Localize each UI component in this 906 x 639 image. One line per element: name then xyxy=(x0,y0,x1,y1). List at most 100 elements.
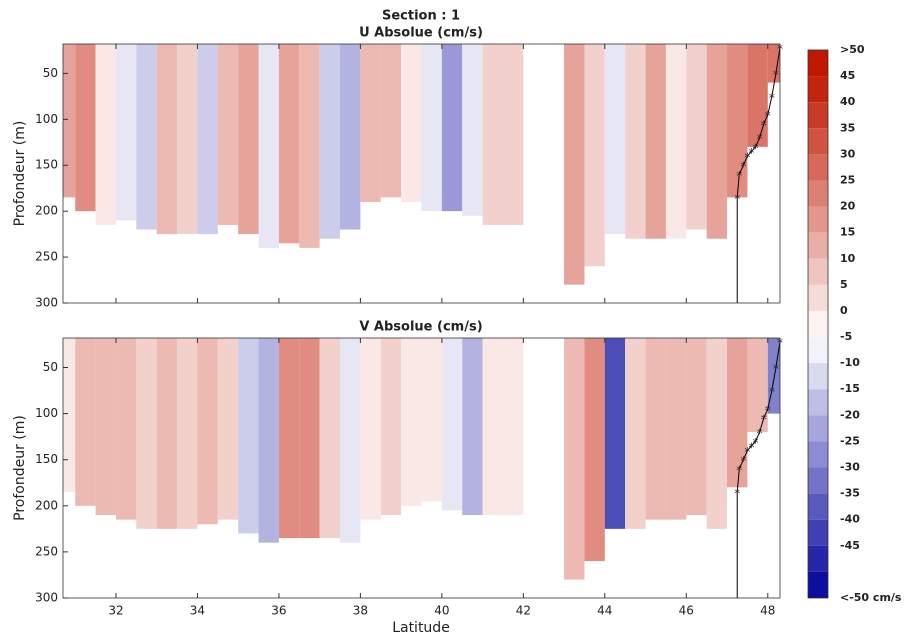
plot-frame xyxy=(62,43,781,304)
heatmap-cell xyxy=(238,44,259,235)
heatmap-cell xyxy=(340,44,361,230)
heatmap-cell xyxy=(584,44,605,267)
colorbar-label: <-50 cm/s xyxy=(840,591,902,604)
heatmap-cell xyxy=(217,44,239,225)
heatmap-cell xyxy=(584,338,605,562)
colorbar-frame xyxy=(807,49,829,599)
x-tick-label: 38 xyxy=(353,604,368,618)
heatmap-cell xyxy=(564,44,585,285)
heatmap-cell xyxy=(115,44,137,221)
heatmap-cell xyxy=(441,338,463,511)
station-marker: * xyxy=(753,141,759,155)
x-tick-label: 44 xyxy=(597,604,612,618)
heatmap-cell xyxy=(299,338,320,539)
x-tick-label: 40 xyxy=(434,604,449,618)
heatmap-cell xyxy=(625,338,646,529)
heatmap-cell xyxy=(156,44,178,235)
bottom-line xyxy=(736,47,781,303)
colorbar-band xyxy=(808,545,828,572)
heatmap-cell xyxy=(177,338,198,529)
colorbar-label: 10 xyxy=(840,252,856,265)
station-marker: * xyxy=(748,146,754,160)
colorbar-label: 45 xyxy=(840,69,855,82)
colorbar-band xyxy=(808,519,828,546)
y-tick-label: 50 xyxy=(43,66,58,80)
colorbar-label: -10 xyxy=(840,356,860,369)
heatmap-cell xyxy=(380,44,402,198)
heatmap-cell xyxy=(462,338,483,516)
y-tick-label: 300 xyxy=(35,591,58,605)
heatmap-cell xyxy=(380,338,402,516)
heatmap-cell xyxy=(278,338,300,539)
heatmap-cell xyxy=(462,44,483,216)
heatmap-cell xyxy=(482,338,503,516)
colorbar-label: -40 xyxy=(840,513,860,526)
colorbar-label: >50 xyxy=(840,43,865,56)
heatmap-cell xyxy=(645,44,666,239)
colorbar-band xyxy=(808,363,828,390)
colorbar-band xyxy=(808,154,828,181)
heatmap-cell xyxy=(747,44,768,147)
heatmap-cell xyxy=(197,44,218,235)
colorbar-band xyxy=(808,128,828,155)
heatmap-cell xyxy=(502,44,524,225)
y-tick-label: 200 xyxy=(35,204,58,218)
chart-title: Section : 1 xyxy=(382,9,460,24)
heatmap-cell xyxy=(360,44,381,202)
station-marker: * xyxy=(769,91,775,105)
heatmap-cell xyxy=(340,338,361,543)
heatmap-cell xyxy=(299,44,320,248)
colorbar-band xyxy=(808,102,828,129)
heatmap-cell xyxy=(645,338,666,520)
station-marker: * xyxy=(753,436,759,450)
colorbar: >50 45 40 35 30 25 20 15 10 5 0 -5 -10 -15 -20 -25 -30 -3… xyxy=(807,43,902,604)
heatmap-cell xyxy=(767,44,780,83)
heatmap-cell xyxy=(115,338,137,520)
colorbar-label: -15 xyxy=(840,382,860,395)
x-axis-label: Latitude xyxy=(392,620,450,636)
plot-frame xyxy=(62,337,781,599)
heatmap-cell xyxy=(319,338,341,539)
colorbar-label: -20 xyxy=(840,408,860,421)
colorbar-band xyxy=(808,206,828,233)
y-tick-label: 50 xyxy=(43,360,58,374)
colorbar-label: 25 xyxy=(840,173,855,186)
heatmap-cell xyxy=(63,338,76,492)
colorbar-band xyxy=(808,310,828,338)
station-marker: * xyxy=(736,463,742,477)
colorbar-band xyxy=(808,389,828,416)
station-marker: * xyxy=(769,385,775,399)
y-tick-label: 250 xyxy=(35,250,58,264)
station-marker: * xyxy=(773,68,779,82)
heatmap-cell xyxy=(564,338,585,580)
heatmap-cell xyxy=(95,338,116,516)
x-tick-label: 32 xyxy=(108,604,123,618)
station-marker: * xyxy=(765,403,771,417)
heatmap-cell xyxy=(747,338,768,433)
colorbar-band xyxy=(808,415,828,442)
x-tick-label: 46 xyxy=(679,604,694,618)
colorbar-band xyxy=(808,441,828,468)
heatmap-cell xyxy=(421,44,442,212)
panel-title: V Absolue (cm/s) xyxy=(359,320,482,335)
heatmap-cell xyxy=(421,338,442,502)
heatmap-cell xyxy=(665,338,687,520)
heatmap-cell xyxy=(604,338,626,529)
x-tick-label: 48 xyxy=(760,604,775,618)
heatmap-cell xyxy=(136,338,157,529)
station-marker: * xyxy=(734,486,740,500)
colorbar-label: -5 xyxy=(840,330,852,343)
station-marker: * xyxy=(744,151,750,165)
heatmap-cell xyxy=(727,338,748,488)
station-marker: * xyxy=(748,440,754,454)
heatmap-cell xyxy=(197,338,218,525)
station-marker: * xyxy=(740,454,746,468)
x-tick-label: 34 xyxy=(190,604,205,618)
station-marker: * xyxy=(765,109,771,123)
heatmap-cell xyxy=(136,44,157,230)
x-tick-label: 42 xyxy=(516,604,531,618)
heatmap-cell xyxy=(319,44,341,239)
y-tick-label: 150 xyxy=(35,158,58,172)
colorbar-band xyxy=(808,232,828,259)
colorbar-band xyxy=(808,571,828,598)
